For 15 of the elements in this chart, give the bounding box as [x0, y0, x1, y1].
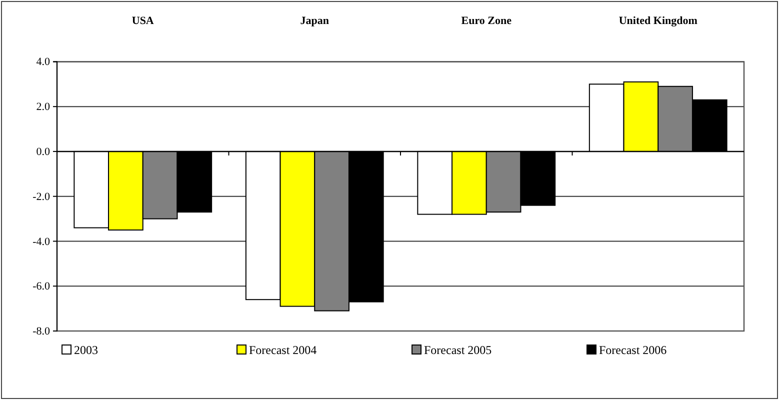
legend-label: Forecast 2005: [424, 343, 492, 357]
y-tick-label: -8.0: [32, 326, 50, 338]
x-tick-label: Japan: [300, 15, 329, 27]
y-tick-label: 2.0: [36, 101, 50, 114]
legend-label: 2003: [74, 343, 98, 357]
y-tick-label: -6.0: [32, 280, 50, 293]
x-tick-label: USA: [132, 15, 154, 27]
legend-label: Forecast 2004: [249, 343, 317, 357]
y-tick-label: -4.0: [32, 236, 50, 248]
legend-label: Forecast 2006: [599, 343, 667, 357]
y-tick-label: 4.0: [36, 56, 50, 68]
y-tick-label: 0.0: [36, 146, 50, 158]
x-tick-label: United Kingdom: [618, 15, 698, 27]
y-tick-label: -2.0: [32, 190, 50, 203]
x-tick-label: Euro Zone: [461, 15, 512, 27]
